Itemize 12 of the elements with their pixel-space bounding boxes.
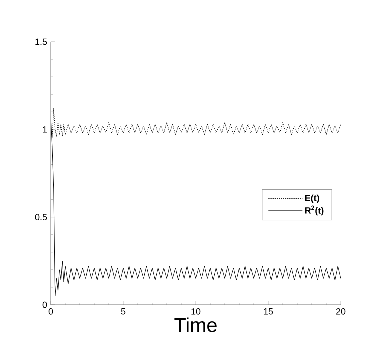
x-tick-label: 10 xyxy=(192,308,201,315)
x-tick-label: 5 xyxy=(121,308,126,315)
y-tick-label: 1.5 xyxy=(36,38,48,46)
y-tick-label: 0 xyxy=(42,302,48,308)
legend-label: R$^{2}$(t) xyxy=(305,206,324,216)
y-tick-label: 1 xyxy=(43,126,48,133)
x-tick-label: 20 xyxy=(336,308,346,315)
y-tick-label: 0.5 xyxy=(35,214,48,221)
x-axis-title: Time xyxy=(174,318,217,332)
x-tick-label: 15 xyxy=(264,308,274,315)
legend-label: E(t) xyxy=(305,194,320,204)
x-tick-label: 0 xyxy=(48,308,54,315)
